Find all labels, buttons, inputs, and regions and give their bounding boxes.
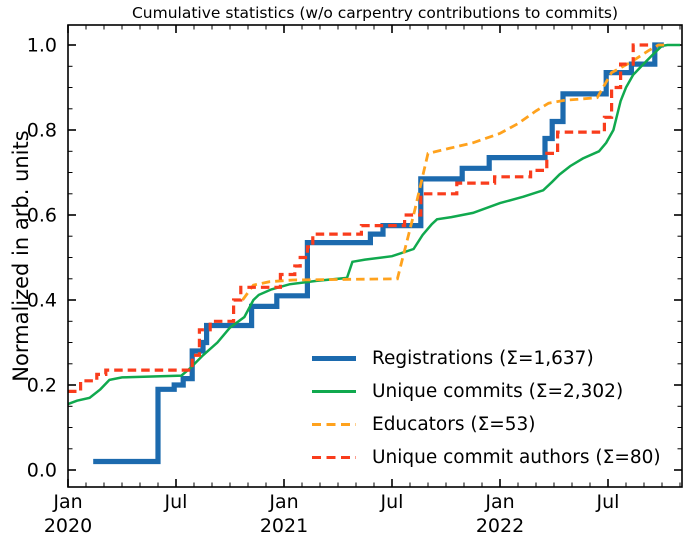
y-tick-label: 0.0 (27, 460, 57, 482)
x-tick-label: Jul (164, 491, 188, 513)
legend-line-swatch (312, 455, 356, 460)
legend-line-swatch (312, 423, 356, 426)
y-tick-label: 0.2 (27, 375, 57, 397)
y-tick-label: 0.8 (27, 120, 57, 142)
x-tick-label: Jul (380, 491, 404, 513)
axes-spines (67, 24, 683, 488)
legend: Registrations (Σ=1,637) Unique commits (Σ… (312, 342, 661, 474)
legend-item: Unique commits (Σ=2,302) (312, 375, 661, 408)
legend-item: Registrations (Σ=1,637) (312, 342, 661, 375)
x-tick-label: Jul (596, 491, 620, 513)
legend-line-swatch (312, 390, 356, 393)
x-tick-label: Jan (484, 491, 514, 513)
y-tick-label: 0.4 (27, 290, 57, 312)
legend-item: Unique commit authors (Σ=80) (312, 441, 661, 474)
legend-item: Educators (Σ=53) (312, 408, 661, 441)
legend-line-swatch (312, 355, 356, 362)
x-tick-label: Jan (52, 491, 82, 513)
chart-title: Cumulative statistics (w/o carpentry con… (131, 4, 619, 22)
x-tick-label: Jan (268, 491, 298, 513)
series-line-0 (93, 42, 664, 465)
y-tick-label: 0.6 (27, 205, 57, 227)
legend-label: Registrations (Σ=1,637) (372, 348, 594, 369)
legend-label: Educators (Σ=53) (372, 414, 536, 435)
y-tick-label: 1.0 (27, 35, 57, 57)
x-tick-year-label: 2022 (476, 515, 524, 537)
legend-label: Unique commit authors (Σ=80) (372, 447, 661, 468)
legend-label: Unique commits (Σ=2,302) (372, 381, 624, 402)
series-line-1 (67, 43, 680, 406)
x-tick-year-label: 2020 (44, 515, 92, 537)
x-tick-year-label: 2021 (260, 515, 308, 537)
series-line-3 (68, 43, 650, 393)
